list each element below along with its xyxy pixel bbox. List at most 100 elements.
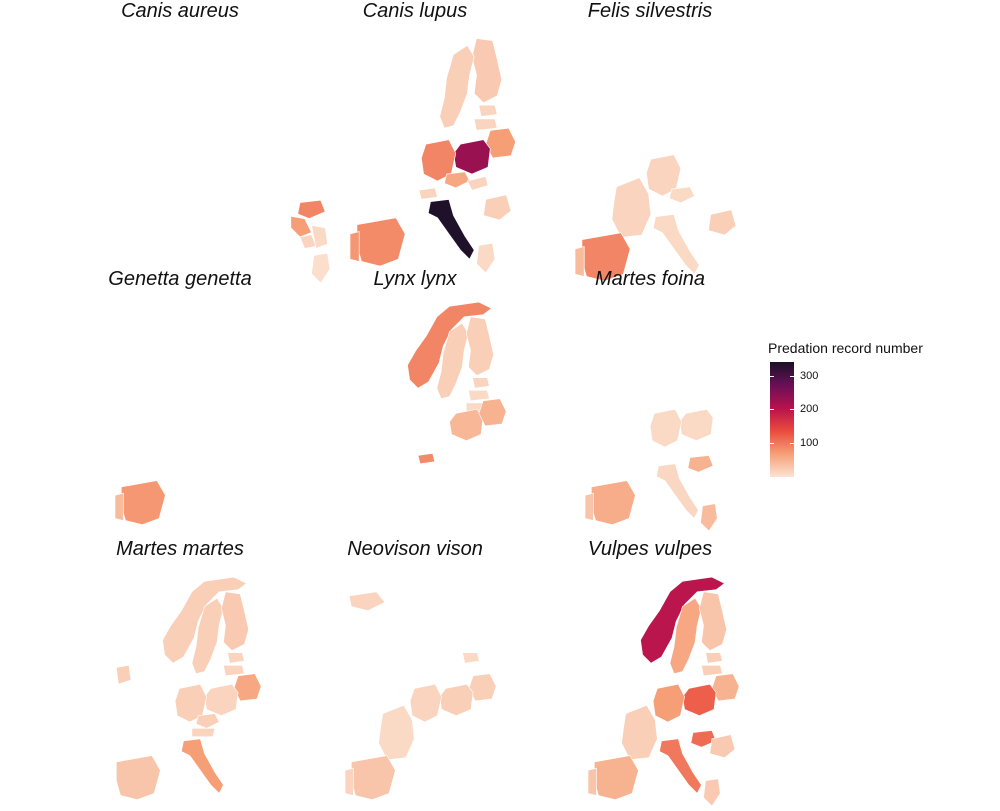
country-belarus (478, 398, 507, 427)
country-greece (700, 503, 718, 532)
choropleth-map (584, 408, 718, 532)
legend-tick-label: 300 (800, 369, 819, 382)
country-ireland (115, 664, 132, 685)
choropleth-map (587, 576, 740, 807)
country-germany (649, 408, 682, 448)
country-romania (483, 194, 512, 221)
country-italy (652, 214, 700, 275)
country-greece (703, 778, 721, 807)
legend-title: Predation record number (768, 340, 923, 356)
legend: Predation record number 100 200 300 (768, 340, 968, 477)
country-germany (645, 154, 682, 197)
country-spain (120, 480, 166, 526)
country-germany (652, 683, 685, 723)
country-poland (453, 139, 491, 175)
legend-tick-mark (770, 443, 774, 445)
panel-title: Canis lupus (362, 0, 468, 22)
country-spain (356, 217, 406, 267)
panel-title: Neovison vison (347, 538, 483, 560)
country-estonia (227, 652, 245, 664)
country-portugal (584, 492, 594, 521)
country-latvia (701, 664, 723, 677)
country-finland (465, 316, 494, 376)
country-sweden (439, 44, 475, 129)
country-croatia (290, 215, 312, 238)
country-belarus (468, 673, 497, 702)
country-norway (162, 576, 248, 664)
country-spain (593, 755, 639, 801)
country-romania (708, 209, 737, 236)
country-germany (409, 683, 442, 723)
country-austria (191, 727, 216, 738)
country-germany (420, 139, 457, 182)
country-romania (709, 734, 736, 759)
country-portugal (587, 767, 597, 796)
country-portugal (574, 246, 585, 277)
choropleth-map (407, 301, 507, 465)
legend-tick-mark (790, 375, 794, 377)
country-hungary (687, 455, 714, 473)
country-spain (115, 755, 161, 801)
legend-tick-mark (790, 443, 794, 445)
country-poland (439, 683, 474, 717)
country-czechia (668, 186, 696, 204)
country-estonia (472, 377, 490, 389)
country-poland (682, 683, 717, 717)
country-belarus (233, 673, 262, 702)
country-italy (181, 738, 224, 794)
choropleth-map (114, 480, 166, 526)
country-switzerland (418, 187, 438, 200)
country-italy (656, 463, 699, 519)
country-latvia (473, 118, 498, 131)
country-belarus (711, 673, 740, 702)
country-portugal (114, 492, 124, 521)
country-czechia (443, 171, 471, 189)
country-norway (640, 576, 726, 664)
country-finland (220, 591, 249, 651)
country-finland (471, 38, 503, 104)
country-poland (449, 408, 484, 442)
panel-title: Genetta genetta (108, 268, 252, 290)
country-norway (407, 301, 493, 389)
legend-tick-label: 200 (800, 403, 819, 416)
country-greece (476, 242, 496, 274)
country-france (621, 704, 658, 761)
country-switzerland (417, 452, 436, 465)
country-belarus (485, 127, 516, 159)
choropleth-map (574, 154, 737, 282)
country-italy (659, 738, 702, 794)
panel-title: Felis silvestris (587, 0, 713, 22)
country-portugal (349, 231, 360, 262)
country-serbia (311, 225, 328, 249)
country-hungary (690, 730, 717, 748)
country-france (611, 177, 652, 238)
panel-title: Martes martes (116, 538, 244, 560)
choropleth-map (290, 199, 331, 284)
country-finland (698, 591, 727, 651)
legend-tick-label: 100 (800, 437, 819, 450)
country-estonia (478, 104, 498, 117)
panel-title: Canis aureus (121, 0, 239, 22)
country-poland (204, 683, 239, 717)
country-spain (350, 755, 396, 801)
panel-title: Martes foina (594, 268, 706, 290)
country-greece (311, 252, 331, 284)
country-germany (174, 683, 207, 723)
country-portugal (344, 767, 354, 796)
choropleth-map (115, 576, 262, 801)
country-spain (590, 480, 636, 526)
country-poland (679, 408, 714, 442)
country-italy (427, 199, 475, 260)
country-slovakia (466, 175, 489, 191)
panel-title: Vulpes vulpes (587, 538, 713, 560)
choropleth-map (344, 591, 497, 801)
choropleth-map (349, 38, 516, 274)
legend-tick-mark (790, 409, 794, 411)
country-latvia (223, 664, 245, 677)
country-iceland (348, 591, 386, 612)
legend-tick-mark (770, 409, 774, 411)
country-france (378, 704, 415, 761)
legend-colorbar (770, 362, 794, 477)
legend-tick-mark (770, 375, 774, 377)
country-estonia (462, 652, 480, 664)
